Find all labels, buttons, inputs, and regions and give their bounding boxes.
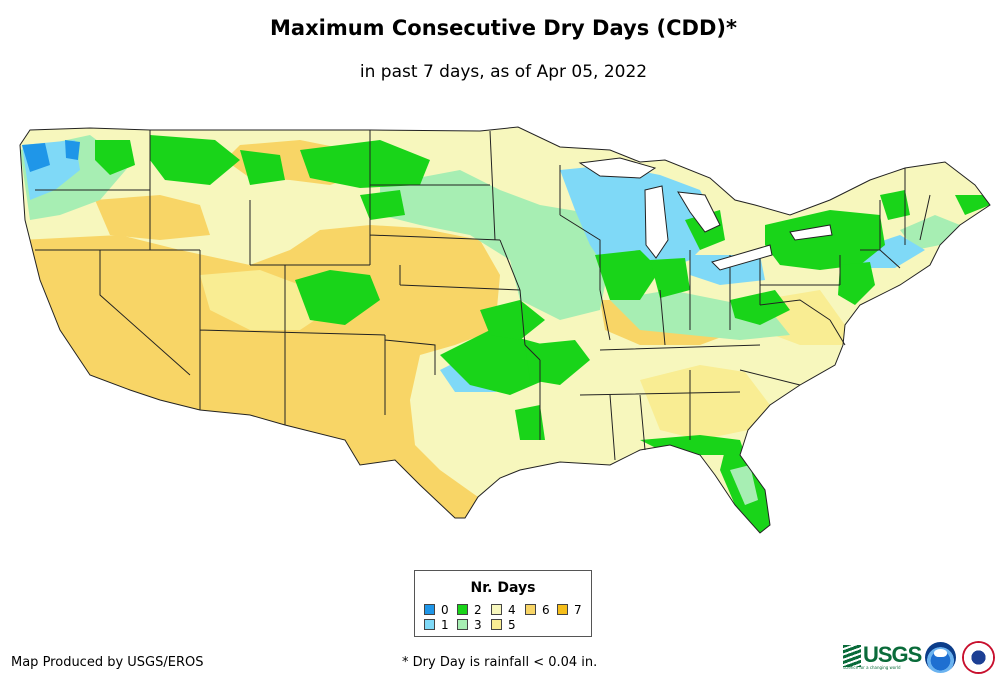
legend-label-4: 4: [508, 603, 516, 617]
noaa-logo: [925, 642, 956, 673]
lake-erie: [711, 244, 773, 271]
cdd-2-colorado: [295, 270, 380, 325]
west-state-lines: [35, 130, 521, 425]
legend-item-5: 5: [491, 619, 516, 631]
state-boundaries: [19, 126, 991, 534]
legend-label-7: 7: [574, 603, 582, 617]
cdd-region-0-olympic: [22, 143, 50, 172]
map-subtitle: in past 7 days, as of Apr 05, 2022: [359, 62, 648, 82]
nws-logo: [962, 641, 995, 674]
lake-ontario: [789, 224, 833, 241]
footnote-text: * Dry Day is rainfall < 0.04 in.: [402, 655, 598, 670]
cdd-2-black-hills: [360, 190, 405, 220]
legend-item-7: 7: [557, 604, 582, 616]
cdd-2-texas-coast: [515, 405, 545, 440]
cdd-2-vermont: [880, 190, 910, 220]
legend-label-6: 6: [542, 603, 550, 617]
legend-swatch-3: [457, 619, 468, 630]
usgs-logo-tagline: science for a changing world: [843, 665, 901, 670]
legend-item-6: 6: [525, 604, 550, 616]
legend: Nr. Days 0 1 2 3 4 5 6 7: [414, 570, 592, 637]
cdd-region-3-florida: [730, 465, 758, 505]
lake-michigan: [644, 185, 669, 259]
cdd-region-6-idaho: [95, 195, 210, 240]
legend-swatch-0: [424, 604, 435, 615]
usgs-logo: USGS science for a changing world: [843, 641, 922, 671]
cdd-region-0-cascades: [65, 140, 80, 160]
nation-outline: [19, 126, 991, 534]
cdd-region-3-new-england: [900, 215, 960, 250]
cdd-2-north-dakota: [300, 140, 430, 188]
legend-swatch-1: [424, 619, 435, 630]
legend-item-4: 4: [491, 604, 516, 616]
cdd-2-montana: [240, 150, 285, 185]
cdd-region-5-southeast: [640, 365, 770, 440]
cdd-2-northern-rockies: [150, 135, 240, 185]
cdd-2-kansas-mo: [480, 300, 545, 340]
usgs-logo-text: USGS: [863, 642, 922, 667]
legend-swatch-2: [457, 604, 468, 615]
lake-huron: [677, 191, 721, 233]
lake-superior: [578, 157, 657, 179]
cdd-2-arkansas: [525, 340, 590, 385]
cdd-2-illinois: [595, 250, 660, 300]
cdd-region-3-north-central: [380, 170, 610, 320]
great-lakes: [578, 157, 833, 271]
cdd-2-texas-oklahoma: [440, 330, 545, 395]
central-state-lines: [489, 130, 761, 461]
legend-label-5: 5: [508, 618, 516, 632]
legend-item-2: 2: [457, 604, 482, 616]
legend-item-0: 0: [424, 604, 449, 616]
cdd-2-appalachia: [730, 290, 790, 325]
legend-swatch-6: [525, 604, 536, 615]
legend-swatch-4: [491, 604, 502, 615]
legend-label-1: 1: [441, 618, 449, 632]
legend-label-2: 2: [474, 603, 482, 617]
east-state-lines: [739, 168, 931, 386]
usgs-wave-icon: [843, 645, 861, 667]
legend-swatch-5: [491, 619, 502, 630]
cdd-2-washington: [95, 140, 135, 175]
cdd-2-indiana: [650, 258, 690, 298]
cdd-region-2-patches: [95, 135, 990, 533]
cdd-region-1-northeast: [855, 235, 925, 268]
legend-swatch-7: [557, 604, 568, 615]
cdd-region-6-west: [20, 225, 500, 518]
cdd-region-3-ohio-valley: [610, 290, 790, 340]
cdd-2-maine: [955, 195, 990, 215]
legend-item-1: 1: [424, 619, 449, 631]
legend-label-3: 3: [474, 618, 482, 632]
map-title: Maximum Consecutive Dry Days (CDD)*: [270, 16, 737, 40]
cdd-2-pennsylvania-ny: [765, 210, 885, 270]
legend-label-0: 0: [441, 603, 449, 617]
legend-item-3: 3: [457, 619, 482, 631]
credit-text: Map Produced by USGS/EROS: [11, 655, 204, 670]
cdd-2-new-jersey: [838, 262, 875, 305]
cdd-raster: [20, 127, 990, 533]
legend-title: Nr. Days: [470, 580, 536, 596]
